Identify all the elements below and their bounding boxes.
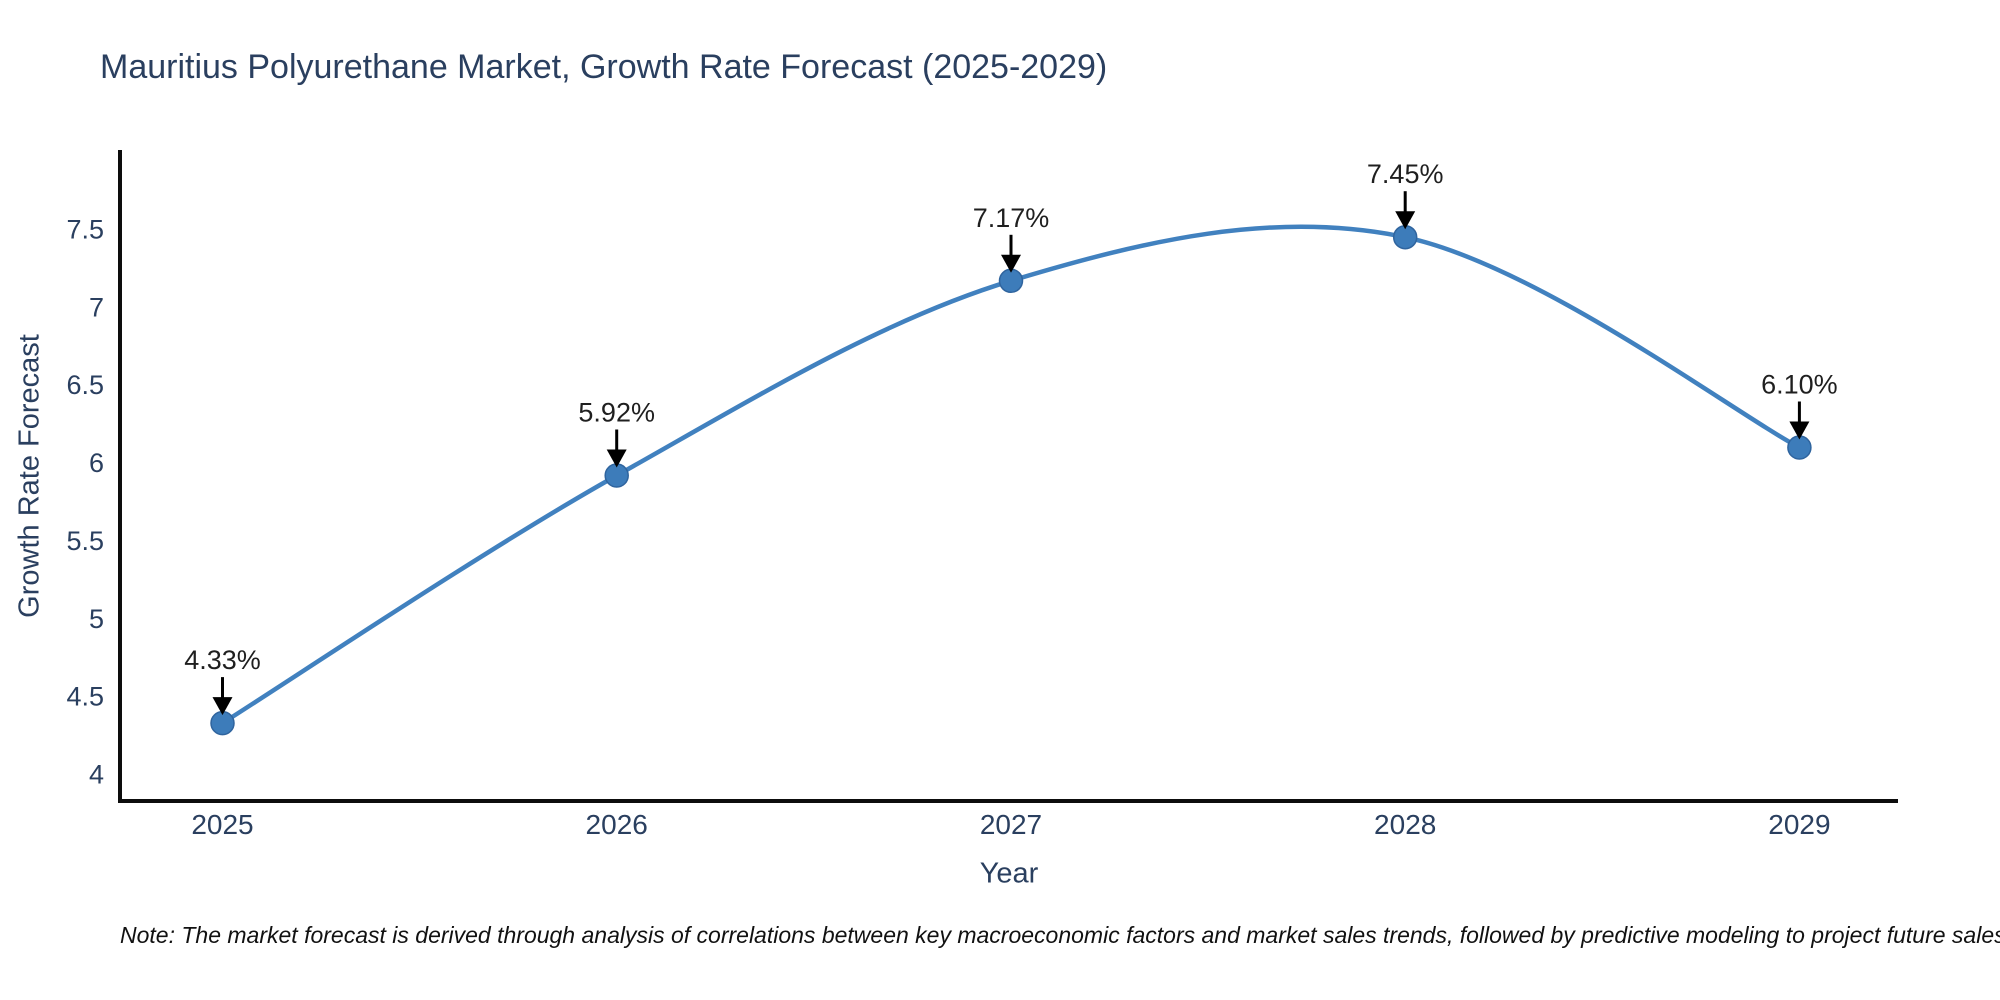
point-annotation-label: 6.10% — [1761, 370, 1838, 400]
point-annotation-label: 5.92% — [578, 398, 655, 428]
y-tick-label: 4 — [89, 760, 104, 790]
annotation-arrow-head — [1789, 421, 1810, 440]
y-axis-title: Growth Rate Forecast — [13, 334, 46, 618]
x-tick-label: 2028 — [1374, 809, 1436, 840]
y-tick-label: 6.5 — [66, 370, 104, 400]
forecast-line — [220, 224, 1802, 726]
annotation-arrow-head — [212, 697, 233, 716]
y-tick-label: 7 — [89, 292, 104, 322]
y-tick-label: 6 — [89, 448, 104, 478]
x-axis-title: Year — [979, 857, 1039, 890]
y-tick-label: 7.5 — [66, 214, 104, 244]
y-tick-label: 4.5 — [66, 682, 104, 712]
annotation-arrow-head — [606, 449, 627, 468]
point-annotation-label: 4.33% — [184, 645, 261, 675]
point-annotation-label: 7.45% — [1367, 159, 1444, 189]
x-tick-label: 2026 — [586, 809, 648, 840]
footnote: Note: The market forecast is derived thr… — [120, 922, 2000, 948]
x-tick-label: 2027 — [980, 809, 1042, 840]
x-tick-label: 2029 — [1768, 809, 1830, 840]
x-tick-label: 2025 — [191, 809, 253, 840]
y-tick-label: 5 — [89, 604, 104, 634]
annotation-arrow-head — [1395, 211, 1416, 230]
y-tick-label: 5.5 — [66, 526, 104, 556]
chart-title: Mauritius Polyurethane Market, Growth Ra… — [100, 48, 1108, 86]
point-annotation-label: 7.17% — [973, 203, 1050, 233]
annotation-arrow-head — [1001, 254, 1021, 273]
